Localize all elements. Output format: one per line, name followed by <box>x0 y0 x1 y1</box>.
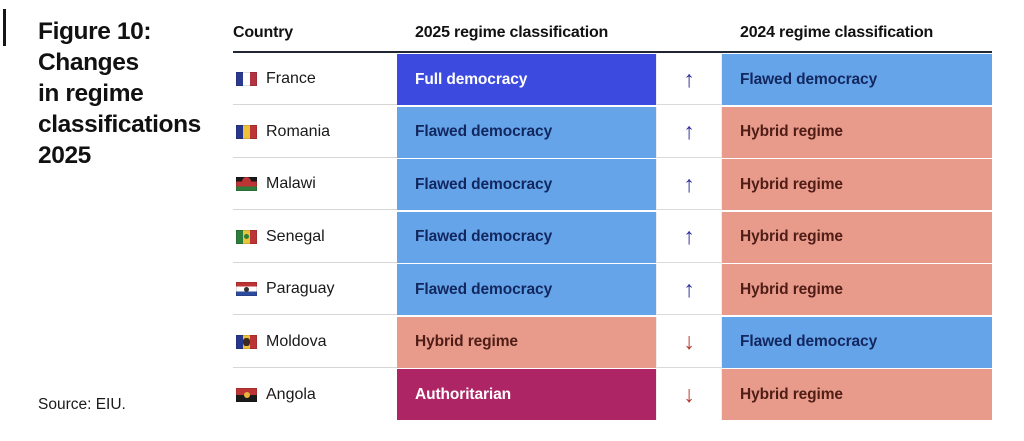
country-cell: Senegal <box>233 211 397 263</box>
up-arrow-icon: ↑ <box>683 275 695 302</box>
up-arrow-icon: ↑ <box>683 118 695 144</box>
change-arrow-cell: ↑ <box>656 159 722 210</box>
table-row: Angola Authoritarian ↓ Hybrid regime <box>233 369 992 420</box>
flag-paraguay-icon <box>236 282 257 296</box>
header-rule <box>233 51 992 53</box>
up-arrow-icon: ↑ <box>683 170 695 197</box>
classification-2024-cell: Hybrid regime <box>722 369 992 420</box>
classification-2024-cell: Hybrid regime <box>722 106 992 158</box>
table-row: France Full democracy ↑ Flawed democracy <box>233 54 992 105</box>
classification-2024-cell: Hybrid regime <box>722 211 992 263</box>
down-arrow-icon: ↓ <box>683 328 695 354</box>
change-arrow-cell: ↑ <box>656 54 722 105</box>
flag-angola-icon <box>236 387 257 402</box>
table-row: Moldova Hybrid regime ↓ Flawed democracy <box>233 316 992 368</box>
up-arrow-icon: ↑ <box>683 223 695 249</box>
classification-2024-cell: Flawed democracy <box>722 316 992 368</box>
source-note: Source: EIU. <box>38 396 126 413</box>
up-arrow-icon: ↑ <box>683 65 695 92</box>
change-arrow-cell: ↑ <box>656 211 722 263</box>
flag-romania-icon <box>236 124 257 139</box>
column-header-2024-classification: 2024 regime classification <box>740 24 934 41</box>
change-arrow-cell: ↓ <box>656 369 722 420</box>
flag-malawi-icon <box>236 177 257 191</box>
country-name: Angola <box>266 385 316 403</box>
table-body: France Full democracy ↑ Flawed democracy… <box>233 54 992 420</box>
flag-moldova-icon <box>236 334 257 349</box>
country-name: Moldova <box>266 332 327 350</box>
column-header-country: Country <box>233 24 293 41</box>
regime-classification-table: Country 2025 regime classification 2024 … <box>233 14 992 422</box>
change-arrow-cell: ↓ <box>656 316 722 368</box>
classification-2025-cell: Full democracy <box>397 54 656 105</box>
figure-title: Figure 10: Changes in regime classificat… <box>38 18 201 169</box>
table-row: Malawi Flawed democracy ↑ Hybrid regime <box>233 159 992 210</box>
down-arrow-icon: ↓ <box>683 381 695 407</box>
classification-2025-cell: Flawed democracy <box>397 106 656 158</box>
country-cell: Romania <box>233 106 397 158</box>
country-name: Romania <box>266 122 331 140</box>
classification-2024-cell: Hybrid regime <box>722 264 992 315</box>
country-cell: Angola <box>233 369 397 420</box>
classification-2024-cell: Flawed democracy <box>722 54 992 105</box>
flag-senegal-icon <box>236 229 257 244</box>
classification-2025-cell: Flawed democracy <box>397 264 656 315</box>
table-row: Romania Flawed democracy ↑ Hybrid regime <box>233 106 992 158</box>
country-name: Senegal <box>266 227 325 245</box>
country-name: Malawi <box>266 175 316 192</box>
classification-2024-cell: Hybrid regime <box>722 159 992 210</box>
country-name: France <box>266 70 316 87</box>
country-cell: Malawi <box>233 159 397 210</box>
classification-2025-cell: Flawed democracy <box>397 211 656 263</box>
change-arrow-cell: ↑ <box>656 264 722 315</box>
country-cell: Moldova <box>233 316 397 368</box>
table-header-row: Country 2025 regime classification 2024 … <box>233 14 992 51</box>
country-cell: France <box>233 54 397 105</box>
table-row: Senegal Flawed democracy ↑ Hybrid regime <box>233 211 992 263</box>
title-edge-mark <box>3 9 6 46</box>
country-name: Paraguay <box>266 280 335 297</box>
column-header-2025-classification: 2025 regime classification <box>415 24 609 41</box>
classification-2025-cell: Flawed democracy <box>397 159 656 210</box>
classification-2025-cell: Authoritarian <box>397 369 656 420</box>
classification-2025-cell: Hybrid regime <box>397 316 656 368</box>
country-cell: Paraguay <box>233 264 397 315</box>
change-arrow-cell: ↑ <box>656 106 722 158</box>
table-row: Paraguay Flawed democracy ↑ Hybrid regim… <box>233 264 992 315</box>
flag-france-icon <box>236 72 257 86</box>
